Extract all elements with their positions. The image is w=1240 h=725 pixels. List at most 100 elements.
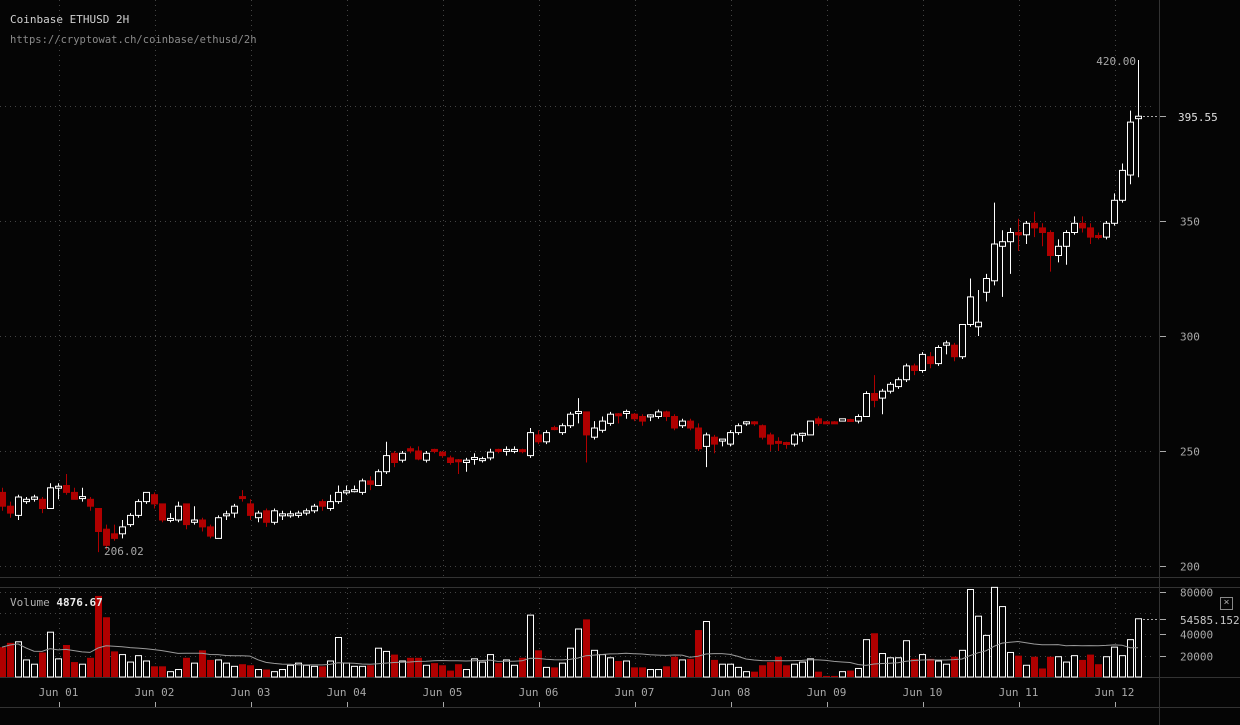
volume-bar-up xyxy=(575,628,582,678)
candle-body-up xyxy=(1071,222,1078,234)
volume-bar-down xyxy=(687,658,694,677)
candle-body-up xyxy=(471,456,478,460)
volume-bar-up xyxy=(895,657,902,678)
candle-body-down xyxy=(183,503,190,526)
candle-body-down xyxy=(391,452,398,463)
candle-body-down xyxy=(63,485,70,493)
volume-bar-up xyxy=(295,662,302,678)
candle-body-up xyxy=(463,459,470,464)
candle-body-up xyxy=(743,421,750,425)
candle-body-up xyxy=(15,496,22,516)
candle-body-up xyxy=(839,418,846,422)
volume-bars xyxy=(0,586,1142,678)
volume-bar-down xyxy=(1079,659,1086,677)
x-tick-label: Jun 12 xyxy=(1095,686,1135,699)
candle-body-up xyxy=(607,413,614,424)
grid xyxy=(0,0,1155,677)
candle-body-down xyxy=(1015,232,1022,236)
volume-bar-up xyxy=(791,663,798,678)
volume-bar-down xyxy=(1031,656,1038,677)
candle-body-down xyxy=(87,498,94,507)
volume-bar-down xyxy=(95,595,102,677)
volume-bar-up xyxy=(303,664,310,678)
candle-body-up xyxy=(943,342,950,346)
volume-bar-up xyxy=(1071,655,1078,678)
candle-body-up xyxy=(335,491,342,503)
candle-body-up xyxy=(679,420,686,427)
candle-body-down xyxy=(39,498,46,509)
candle-body-down xyxy=(583,411,590,436)
volume-bar-up xyxy=(167,671,174,678)
volume-bar-down xyxy=(1015,655,1022,677)
volume-bar-up xyxy=(231,665,238,678)
volume-bar-up xyxy=(215,659,222,678)
candle-body-down xyxy=(751,421,758,425)
volume-value: 4876.67 xyxy=(56,596,103,609)
candle-body-down xyxy=(519,449,526,453)
volume-bar-down xyxy=(39,652,46,677)
candle-body-up xyxy=(255,512,262,519)
candle-body-up xyxy=(1103,222,1110,238)
volume-bar-up xyxy=(479,661,486,678)
candle-body-up xyxy=(55,485,62,489)
candle-body-up xyxy=(303,510,310,514)
candle-body-up xyxy=(423,452,430,461)
volume-bar-up xyxy=(935,660,942,678)
candle-body-down xyxy=(103,528,110,546)
candle-body-down xyxy=(431,448,438,452)
volume-bar-down xyxy=(775,656,782,677)
volume-bar-down xyxy=(431,663,438,677)
volume-tick-label: 40000 xyxy=(1180,629,1213,642)
candle-body-up xyxy=(271,510,278,523)
volume-bar-down xyxy=(103,617,110,677)
volume-bar-down xyxy=(111,651,118,677)
candle-body-up xyxy=(855,416,862,422)
volume-bar-down xyxy=(447,670,454,677)
candle-body-down xyxy=(783,442,790,446)
volume-bar-down xyxy=(695,630,702,677)
candle-body-up xyxy=(863,393,870,417)
volume-bar-down xyxy=(615,660,622,677)
candle-body-down xyxy=(775,440,782,444)
x-tick-label: Jun 03 xyxy=(231,686,271,699)
volume-bar-down xyxy=(927,658,934,677)
volume-bar-up xyxy=(191,662,198,678)
volume-bar-down xyxy=(159,666,166,677)
candle-body-up xyxy=(215,517,222,539)
candle-body-down xyxy=(199,519,206,528)
volume-bar-up xyxy=(855,667,862,678)
candle-body-up xyxy=(23,498,30,503)
volume-bar-down xyxy=(951,656,958,677)
volume-bar-down xyxy=(767,662,774,677)
candle-body-down xyxy=(0,491,6,507)
volume-bar-up xyxy=(471,658,478,678)
candle-body-down xyxy=(951,344,958,358)
volume-bar-up xyxy=(1111,646,1118,678)
volume-bar-down xyxy=(1095,664,1102,677)
x-tick-label: Jun 10 xyxy=(903,686,943,699)
candle-body-down xyxy=(927,356,934,365)
candle-body-down xyxy=(615,413,622,417)
volume-bar-up xyxy=(135,655,142,678)
volume-bar-up xyxy=(55,658,62,678)
close-icon[interactable]: × xyxy=(1220,597,1233,610)
volume-bar-down xyxy=(495,663,502,677)
volume-bar-up xyxy=(863,639,870,678)
volume-bar-up xyxy=(511,664,518,678)
volume-bar-up xyxy=(503,659,510,678)
volume-bar-up xyxy=(119,654,126,678)
candle-body-up xyxy=(223,513,230,517)
candle-body-up xyxy=(327,501,334,510)
candle-body-down xyxy=(367,480,374,485)
volume-bar-down xyxy=(87,657,94,677)
candle-body-up xyxy=(143,491,150,503)
candle-body-down xyxy=(447,457,454,463)
candle-body-down xyxy=(711,436,718,445)
volume-bar-down xyxy=(671,656,678,677)
volume-bar-down xyxy=(911,658,918,677)
chart-url-link[interactable]: https://cryptowat.ch/coinbase/ethusd/2h xyxy=(10,34,257,46)
volume-bar-up xyxy=(487,654,494,678)
